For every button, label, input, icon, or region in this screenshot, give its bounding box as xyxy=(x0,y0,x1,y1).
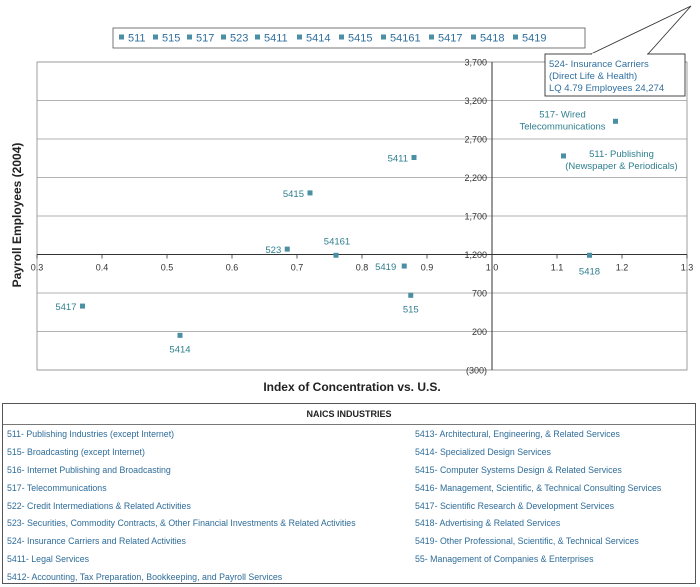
legend-label: 5419 xyxy=(522,33,546,45)
point-label: 5411 xyxy=(388,153,408,164)
y-tick-label: 700 xyxy=(472,289,487,299)
legend-label: 515 xyxy=(162,33,180,45)
data-point xyxy=(284,246,290,252)
legend-label: 5415 xyxy=(348,33,372,45)
point-label: 5414 xyxy=(169,344,190,355)
naics-item: 5419- Other Professional, Scientific, & … xyxy=(415,536,639,547)
data-point xyxy=(587,252,592,258)
legend-marker xyxy=(339,34,344,40)
legend-label: 511 xyxy=(128,33,146,45)
y-tick-label: (300) xyxy=(466,366,487,376)
naics-item: 5412- Accounting, Tax Preparation, Bookk… xyxy=(7,572,283,583)
naics-item: 516- Internet Publishing and Broadcastin… xyxy=(7,464,171,475)
legend-marker xyxy=(221,34,226,40)
scatter-chart: (300)2007001,2001,7002,2002,7003,2003,70… xyxy=(10,5,694,394)
point-label-line: Telecommunications xyxy=(519,121,605,132)
data-point xyxy=(411,154,417,160)
legend-marker xyxy=(153,34,158,40)
naics-item: 5415- Computer Systems Design & Related … xyxy=(415,464,622,475)
legend-marker xyxy=(381,34,386,40)
legend-label: 5414 xyxy=(306,33,330,45)
naics-item: 5413- Architectural, Engineering, & Rela… xyxy=(415,429,620,439)
data-point xyxy=(401,263,407,269)
naics-item: 55- Management of Companies & Enterprise… xyxy=(415,554,594,565)
naics-item: 5416- Management, Scientific, & Technica… xyxy=(415,482,662,493)
naics-industries-table: NAICS INDUSTRIES 511- Publishing Industr… xyxy=(2,403,696,584)
x-tick-label: 1.2 xyxy=(616,263,629,273)
y-tick-label: 3,200 xyxy=(464,96,487,106)
x-tick-label: 1.3 xyxy=(681,263,694,273)
x-tick-label: 0.6 xyxy=(226,263,239,273)
x-tick-label: 0.7 xyxy=(291,263,304,273)
callout-pointer xyxy=(590,5,692,55)
y-tick-label: 2,200 xyxy=(464,173,487,183)
naics-item: 517- Telecommunications xyxy=(7,482,107,493)
legend-label: 5417 xyxy=(438,33,462,45)
point-label: 511- Publishing (Newspaper & Periodicals) xyxy=(565,149,677,172)
point-label-line: 517- Wired xyxy=(539,109,585,120)
y-tick-label: 1,700 xyxy=(464,212,487,222)
callout-text: (Direct Life & Health) xyxy=(549,71,637,82)
naics-item: 5414- Specialized Design Services xyxy=(415,446,551,457)
data-point xyxy=(561,153,566,159)
data-point xyxy=(613,118,618,124)
legend-marker xyxy=(297,34,302,40)
point-label-line: (Newspaper & Periodicals) xyxy=(565,161,677,172)
x-tick-label: 0.9 xyxy=(421,263,434,273)
point-label-line: 511- Publishing xyxy=(589,149,654,160)
y-tick-label: 3,700 xyxy=(464,58,487,68)
naics-item: 522- Credit Intermediations & Related Ac… xyxy=(7,500,191,511)
naics-item: 524- Insurance Carriers and Related Acti… xyxy=(7,536,186,547)
legend-label: 54161 xyxy=(390,33,421,45)
legend-label: 523 xyxy=(230,33,248,45)
x-tick-label: 1.1 xyxy=(551,263,564,273)
naics-item: 5417- Scientific Research & Development … xyxy=(415,500,614,511)
point-label: 5417 xyxy=(55,302,76,313)
naics-item: 511- Publishing Industries (except Inter… xyxy=(7,429,175,439)
point-label: 515 xyxy=(403,304,419,315)
point-label: 5419 xyxy=(375,262,396,273)
point-label: 5415 xyxy=(283,189,304,200)
data-point xyxy=(177,332,183,338)
data-point xyxy=(307,190,313,196)
y-tick-label: 200 xyxy=(472,327,487,337)
y-tick-label: 2,700 xyxy=(464,135,487,145)
point-label: 517- Wired Telecommunications xyxy=(519,109,605,132)
point-label: 523 xyxy=(265,245,281,256)
x-tick-label: 0.5 xyxy=(161,263,174,273)
x-axis-title: Index of Concentration vs. U.S. xyxy=(263,380,440,394)
data-point xyxy=(80,303,85,309)
point-label: 5418 xyxy=(579,266,600,277)
data-point xyxy=(333,252,339,258)
legend-marker xyxy=(187,34,192,40)
naics-title: NAICS INDUSTRIES xyxy=(3,404,695,425)
legend-label: 5411 xyxy=(264,33,288,45)
legend-marker xyxy=(429,34,434,40)
naics-item: 5418- Advertising & Related Services xyxy=(415,518,561,529)
x-tick-label: 0.3 xyxy=(31,263,44,273)
legend-label: 5418 xyxy=(480,33,504,45)
legend-marker xyxy=(119,34,124,40)
callout-text: LQ 4.79 Employees 24,274 xyxy=(549,83,664,94)
legend-box xyxy=(112,27,586,49)
naics-item: 515- Broadcasting (except Internet) xyxy=(7,446,145,457)
legend-marker xyxy=(255,34,260,40)
legend-marker xyxy=(471,34,476,40)
y-axis-title: Payroll Employees (2004) xyxy=(10,143,24,288)
naics-right-column: 5413- Architectural, Engineering, & Rela… xyxy=(415,426,661,569)
naics-item: 523- Securities, Commodity Contracts, & … xyxy=(7,518,356,529)
legend-marker xyxy=(513,34,518,40)
x-tick-label: 1.0 xyxy=(486,263,499,273)
point-label: 54161 xyxy=(324,236,350,247)
data-point xyxy=(408,292,414,298)
naics-item: 5411- Legal Services xyxy=(7,554,89,565)
naics-left-column: 511- Publishing Industries (except Inter… xyxy=(7,426,356,587)
legend-label: 517 xyxy=(196,33,214,45)
x-tick-label: 0.8 xyxy=(356,263,369,273)
callout-text: 524- Insurance Carriers xyxy=(549,59,649,70)
x-tick-label: 0.4 xyxy=(96,263,109,273)
